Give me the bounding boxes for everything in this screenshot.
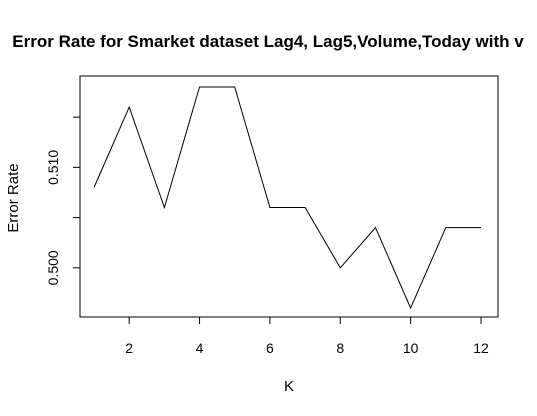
x-tick-label: 10: [403, 340, 419, 356]
y-tick-label: 0.500: [45, 250, 61, 285]
x-tick-label: 2: [125, 340, 133, 356]
x-tick-label: 6: [266, 340, 274, 356]
y-axis: 0.500 0.510: [45, 116, 81, 285]
plot-frame: [79, 75, 499, 318]
chart-title: Error Rate for Smarket dataset Lag4, Lag…: [12, 32, 524, 51]
x-axis-title: K: [284, 378, 294, 395]
x-axis: 2 4 6 8 10 12: [125, 316, 489, 356]
x-tick-label: 4: [196, 340, 204, 356]
x-tick-label: 12: [473, 340, 489, 356]
y-tick-label: 0.510: [45, 150, 61, 185]
x-tick-label: 8: [336, 340, 344, 356]
y-axis-title: Error Rate: [5, 163, 22, 232]
error-rate-line: [93, 86, 481, 310]
